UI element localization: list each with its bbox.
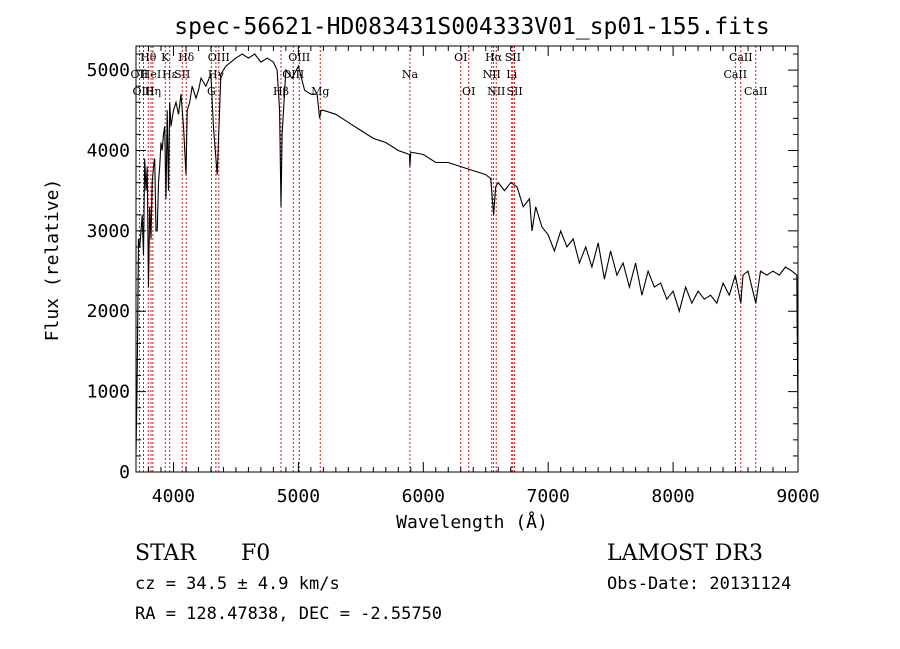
marker-label-20: NII: [483, 68, 501, 81]
marker-label-22: SII: [505, 51, 521, 64]
marker-label-19: Hα: [485, 51, 503, 64]
object-subclass: F0: [241, 541, 270, 566]
y-tick-label: 3000: [87, 221, 130, 242]
marker-label-24: SII: [506, 85, 522, 98]
marker-label-17: OI: [454, 51, 467, 64]
marker-label-16: Na: [402, 68, 419, 81]
x-tick-label: 7000: [527, 486, 570, 507]
y-tick-label: 0: [119, 462, 130, 483]
x-tick-label: 5000: [277, 486, 320, 507]
y-tick-label: 5000: [87, 60, 130, 81]
y-axis-label: Flux (relative): [42, 179, 63, 342]
obs-date: Obs-Date: 20131124: [607, 574, 791, 594]
marker-label-18: OI: [462, 85, 475, 98]
chart-title: spec-56621-HD083431S004333V01_sp01-155.f…: [174, 14, 769, 40]
x-axis-label: Wavelength (Å): [396, 511, 548, 533]
y-tick-label: 4000: [87, 140, 130, 161]
marker-label-12: Hβ: [273, 85, 289, 98]
marker-label-26: CaII: [723, 68, 747, 81]
marker-label-4: HeI: [141, 68, 161, 81]
emission-line-markers: [138, 46, 757, 472]
ra-dec: RA = 128.47838, DEC = -2.55750: [135, 604, 442, 624]
y-axis: 0 1000 2000 3000 4000 5000: [87, 53, 798, 483]
marker-label-7: Hδ: [178, 51, 195, 64]
marker-label-8: SII: [174, 68, 190, 81]
marker-label-13: OIII: [288, 51, 310, 64]
x-tick-label: 9000: [776, 486, 819, 507]
marker-label-15: Mg: [311, 85, 329, 98]
x-tick-label: 8000: [651, 486, 694, 507]
y-tick-label: 2000: [87, 301, 130, 322]
object-class: STAR: [135, 541, 197, 566]
marker-label-3: Hη: [145, 85, 161, 98]
marker-label-1: OII: [131, 68, 149, 81]
marker-label-0: Hθ: [140, 51, 157, 64]
marker-label-5: K: [161, 51, 170, 64]
info-block: STAR F0 LAMOST DR3 cz = 34.5 ± 4.9 km/s …: [135, 541, 791, 624]
redshift-cz: cz = 34.5 ± 4.9 km/s: [135, 574, 340, 594]
marker-label-21: NII: [487, 85, 505, 98]
survey-name: LAMOST DR3: [607, 541, 763, 566]
marker-label-6: Hε: [162, 68, 178, 81]
x-tick-label: 6000: [402, 486, 445, 507]
marker-label-27: CaII: [744, 85, 768, 98]
marker-label-10: OIII: [208, 51, 230, 64]
x-tick-label: 4000: [152, 486, 195, 507]
marker-label-2: OIII: [132, 85, 154, 98]
marker-label-23: Li: [506, 68, 517, 81]
marker-label-25: CaII: [729, 51, 753, 64]
marker-label-14: OIII: [282, 68, 304, 81]
spectrum-line: [135, 53, 799, 456]
plot-frame: [135, 45, 799, 473]
x-axis: 4000 5000 6000 7000 8000 9000: [147, 46, 820, 507]
y-tick-label: 1000: [87, 382, 130, 403]
